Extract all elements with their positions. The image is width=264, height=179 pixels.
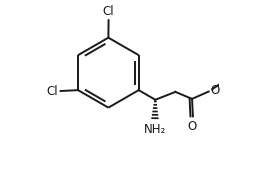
Text: Cl: Cl bbox=[46, 84, 58, 98]
Text: Cl: Cl bbox=[103, 4, 114, 18]
Text: NH₂: NH₂ bbox=[144, 123, 166, 136]
Text: O: O bbox=[187, 120, 196, 132]
Text: O: O bbox=[210, 84, 219, 97]
